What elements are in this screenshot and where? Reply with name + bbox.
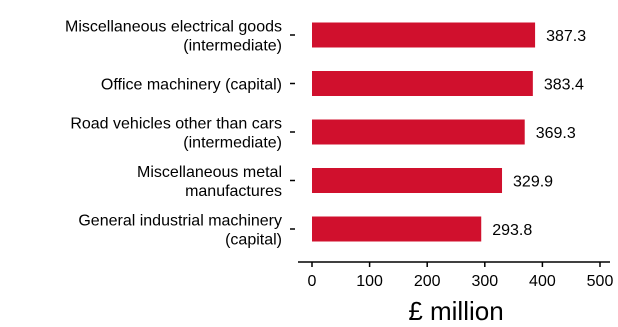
value-label: 293.8 (492, 222, 532, 239)
x-tick-label: 400 (529, 273, 556, 290)
value-labels: 387.3 383.4 369.3 329.9 293.8 (492, 28, 586, 239)
category-label-line: General industrial machinery (78, 213, 282, 230)
category-label: Office machinery (capital) (101, 77, 282, 94)
category-label-line: Office machinery (capital) (101, 77, 282, 94)
category-label: Miscellaneous metal manufactures (137, 164, 282, 200)
category-label: Road vehicles other than cars (intermedia… (70, 116, 282, 152)
category-label-line: (intermediate) (183, 135, 282, 152)
category-ticks (290, 34, 295, 230)
bar (312, 216, 482, 242)
x-axis-title: £ million (408, 296, 503, 326)
value-label: 387.3 (546, 28, 586, 45)
x-tick-label: 500 (587, 273, 614, 290)
bars (312, 22, 536, 242)
x-tick-label: 300 (471, 273, 498, 290)
x-tick-label: 0 (308, 273, 317, 290)
x-tick-label: 200 (414, 273, 441, 290)
category-label-line: Road vehicles other than cars (70, 116, 282, 133)
value-label: 369.3 (536, 125, 576, 142)
category-label: Miscellaneous electrical goods (intermedi… (65, 19, 282, 55)
category-label-line: Miscellaneous metal (137, 164, 282, 181)
bar (312, 71, 533, 96)
category-label-line: Miscellaneous electrical goods (65, 19, 282, 36)
category-label-line: (capital) (225, 232, 282, 249)
category-label-line: manufactures (185, 183, 282, 200)
value-label: 329.9 (513, 174, 553, 191)
category-label-line: (intermediate) (183, 38, 282, 55)
bar (312, 119, 525, 145)
value-label: 383.4 (544, 77, 584, 94)
bar (312, 22, 536, 48)
category-label: General industrial machinery (capital) (78, 213, 282, 249)
x-axis-ticks: 0 100 200 300 400 500 (308, 262, 614, 290)
x-tick-label: 100 (356, 273, 383, 290)
bar (312, 168, 503, 193)
category-labels: Miscellaneous electrical goods (intermedi… (65, 19, 282, 249)
